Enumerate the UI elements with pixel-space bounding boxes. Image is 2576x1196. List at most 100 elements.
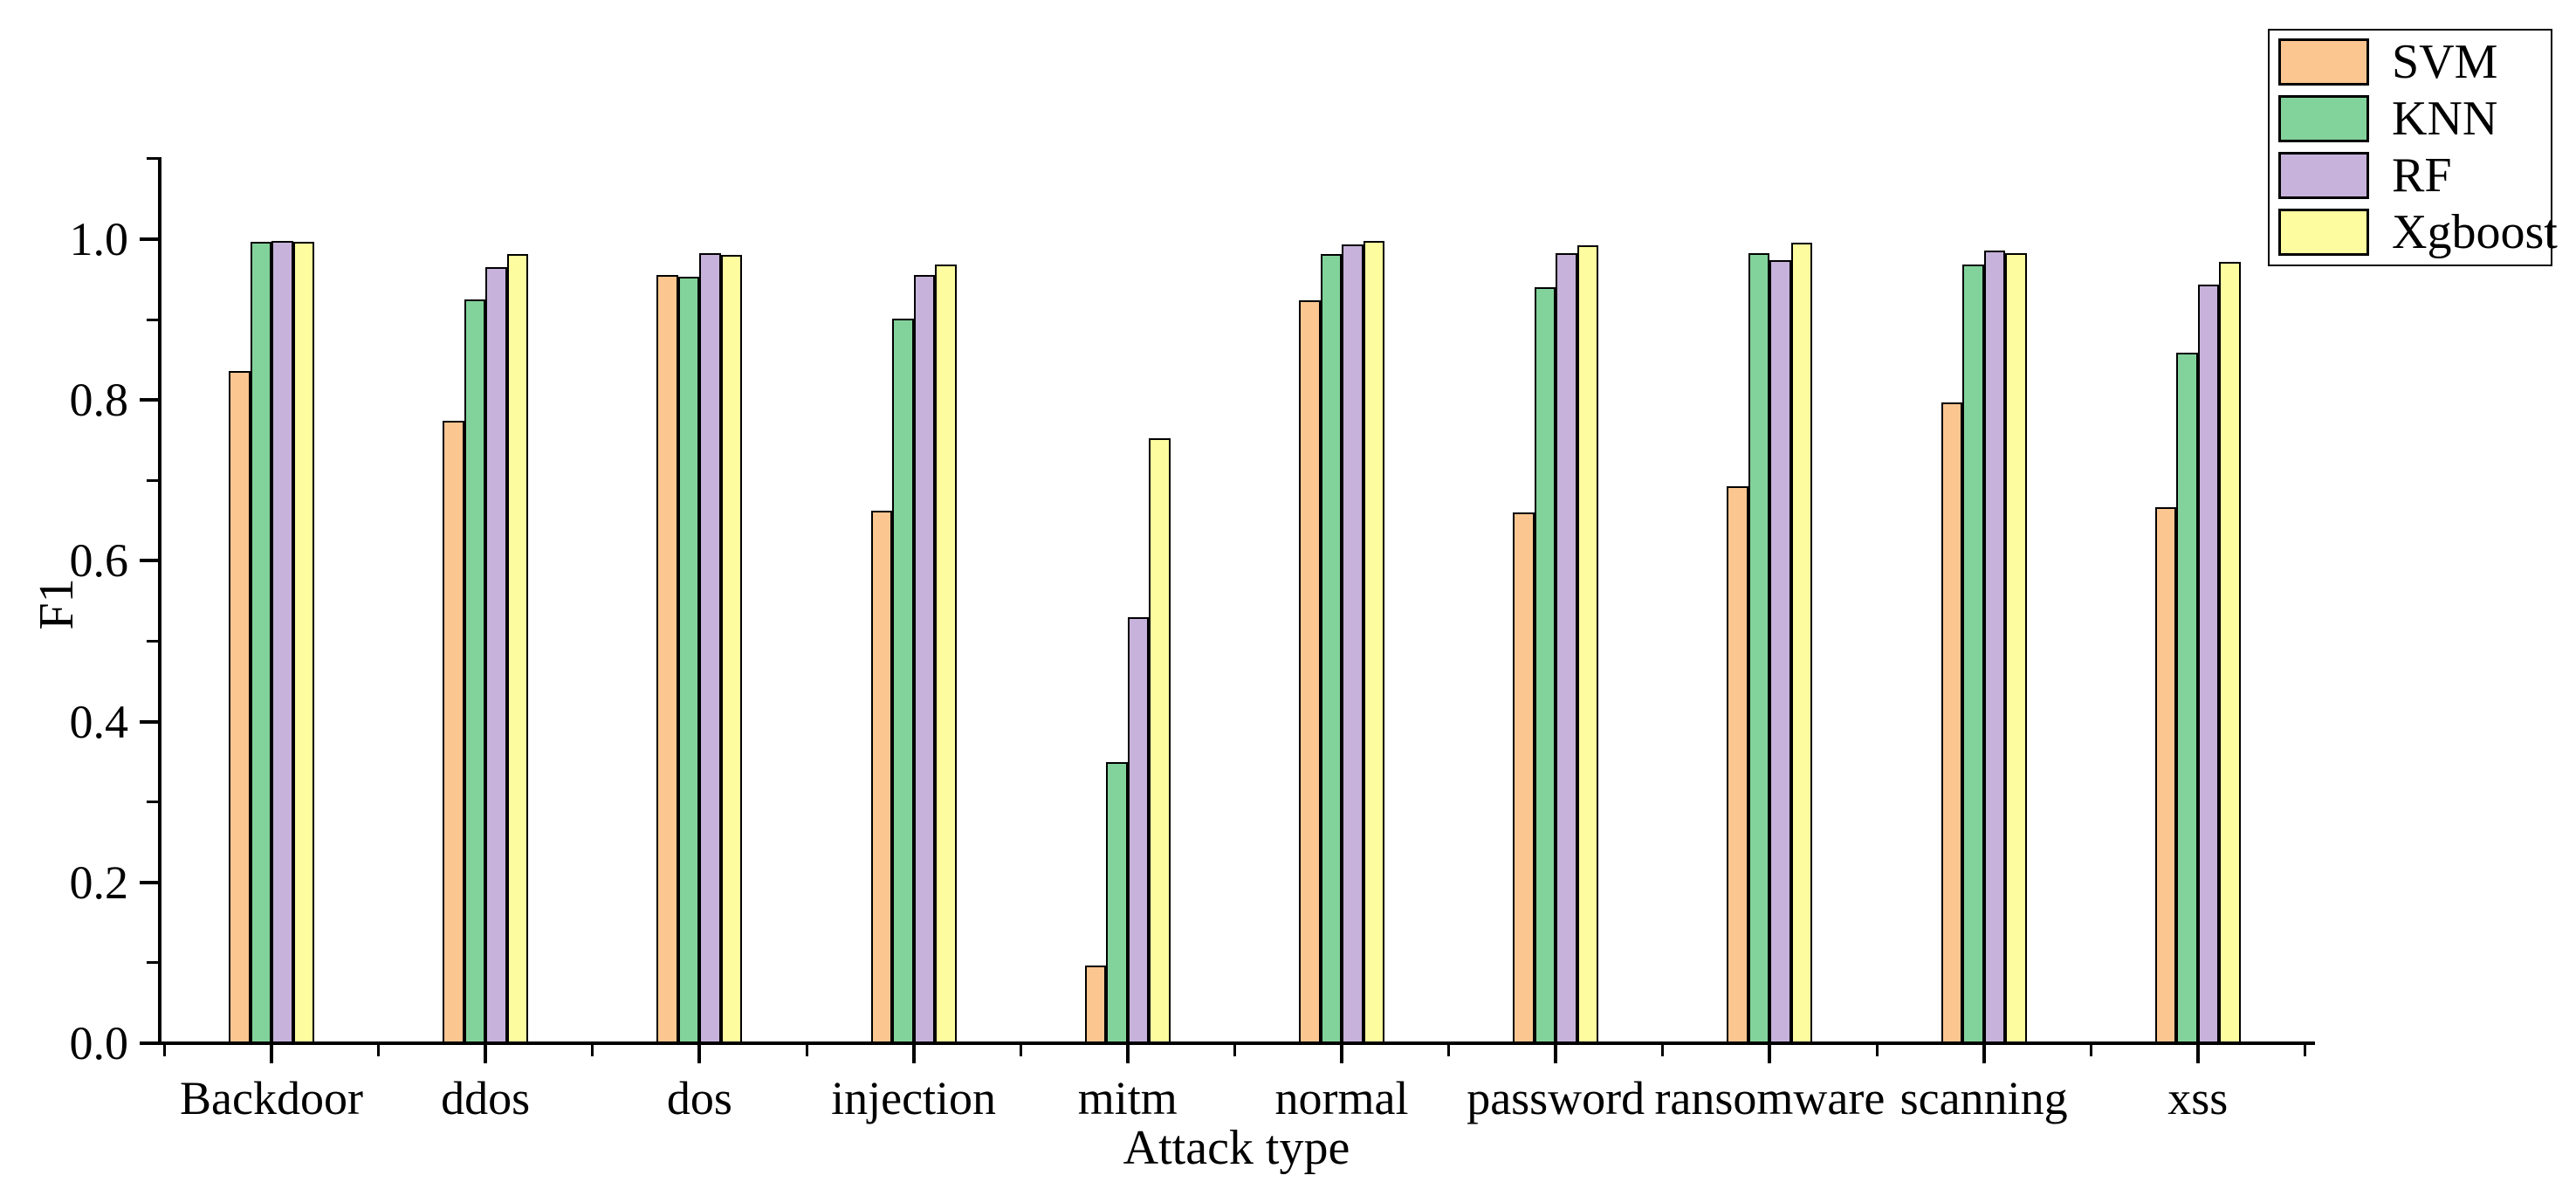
y-tick-label: 1.0 — [69, 213, 129, 265]
x-tick-label-xss: xss — [2167, 1072, 2229, 1124]
bar-Backdoor-RF — [271, 240, 293, 1043]
x-major-tick — [1125, 1045, 1130, 1063]
bar-scanning-KNN — [1962, 264, 1984, 1043]
bar-xss-KNN — [2176, 352, 2198, 1043]
x-tick-label-Backdoor: Backdoor — [180, 1072, 363, 1124]
bar-dos-KNN — [677, 277, 700, 1043]
x-minor-tick — [1233, 1045, 1236, 1056]
y-major-tick — [140, 880, 158, 884]
y-minor-tick — [147, 640, 158, 643]
bar-Backdoor-KNN — [250, 241, 271, 1043]
legend-label-KNN: KNN — [2392, 92, 2498, 146]
x-major-tick — [270, 1045, 273, 1063]
bar-Backdoor-Xgboost — [292, 241, 314, 1043]
y-tick-label: 0.2 — [69, 856, 129, 909]
bar-normal-RF — [1342, 244, 1364, 1043]
x-tick-label-mitm: mitm — [1077, 1072, 1178, 1124]
legend-swatch-Xgboost — [2278, 209, 2369, 256]
x-tick-label-password: password — [1467, 1072, 1645, 1124]
bar-mitm-RF — [1127, 616, 1150, 1043]
legend-row-SVM: SVM — [2278, 38, 2497, 86]
x-major-tick — [1554, 1045, 1558, 1063]
bar-dos-Xgboost — [720, 255, 743, 1043]
bar-ransomware-SVM — [1727, 485, 1748, 1043]
bar-ddos-KNN — [464, 299, 486, 1043]
bar-ddos-Xgboost — [506, 253, 529, 1043]
legend-swatch-SVM — [2278, 38, 2369, 86]
y-major-tick — [140, 1041, 158, 1045]
bar-xss-SVM — [2154, 506, 2177, 1043]
bar-Backdoor-SVM — [229, 371, 251, 1043]
x-tick-label-injection: injection — [831, 1072, 997, 1124]
y-minor-tick — [147, 318, 158, 321]
bar-ddos-RF — [485, 267, 507, 1043]
x-major-tick — [1768, 1045, 1772, 1063]
x-major-tick — [1340, 1045, 1343, 1063]
x-major-tick — [697, 1045, 702, 1063]
x-tick-label-ddos: ddos — [441, 1072, 531, 1124]
x-tick-label-normal: normal — [1274, 1072, 1409, 1124]
bar-normal-KNN — [1320, 254, 1342, 1043]
legend-row-Xgboost: Xgboost — [2278, 208, 2558, 257]
bar-xss-RF — [2197, 285, 2220, 1043]
x-tick-label-scanning: scanning — [1899, 1072, 2068, 1124]
bar-password-Xgboost — [1577, 245, 1599, 1043]
bar-injection-KNN — [892, 319, 914, 1043]
y-tick-label: 0.0 — [69, 1017, 129, 1069]
bar-mitm-SVM — [1084, 965, 1107, 1043]
y-minor-tick — [147, 801, 158, 804]
y-axis-spine — [158, 157, 161, 1045]
legend-swatch-RF — [2278, 152, 2369, 199]
y-minor-tick — [147, 961, 158, 965]
y-major-tick — [140, 398, 158, 402]
x-axis-title: Attack type — [1123, 1121, 1350, 1175]
bar-injection-SVM — [870, 511, 893, 1043]
bar-ransomware-Xgboost — [1790, 242, 1813, 1043]
bar-normal-SVM — [1299, 299, 1321, 1043]
x-minor-tick — [2089, 1045, 2092, 1056]
x-minor-tick — [1019, 1045, 1022, 1056]
y-tick-label: 0.8 — [69, 374, 129, 427]
y-tick-label: 0.4 — [69, 695, 129, 748]
bar-password-SVM — [1513, 512, 1535, 1043]
bar-scanning-RF — [1983, 250, 2006, 1043]
bar-mitm-Xgboost — [1149, 438, 1171, 1043]
x-minor-tick — [1875, 1045, 1879, 1056]
bar-injection-RF — [913, 275, 936, 1043]
legend-row-RF: RF — [2278, 151, 2452, 200]
y-minor-tick — [147, 157, 158, 161]
x-minor-tick — [162, 1045, 166, 1056]
legend: SVM KNN RF Xgboost — [2268, 29, 2558, 266]
x-axis-spine — [158, 1041, 2315, 1045]
x-minor-tick — [377, 1045, 381, 1056]
x-major-tick — [484, 1045, 488, 1063]
x-tick-label-dos: dos — [666, 1072, 732, 1124]
x-major-tick — [911, 1045, 916, 1063]
bar-password-RF — [1556, 252, 1577, 1043]
x-minor-tick — [1661, 1045, 1665, 1056]
legend-label-RF: RF — [2392, 148, 2452, 203]
bar-dos-RF — [699, 252, 721, 1043]
y-minor-tick — [147, 478, 158, 482]
y-major-tick — [140, 719, 158, 724]
y-major-tick — [140, 237, 158, 241]
bar-scanning-SVM — [1941, 402, 1963, 1043]
x-major-tick — [2195, 1045, 2200, 1063]
y-tick-label: 0.6 — [69, 534, 129, 588]
x-minor-tick — [2303, 1045, 2306, 1056]
bar-scanning-Xgboost — [2005, 252, 2027, 1043]
bar-ransomware-RF — [1769, 259, 1791, 1043]
x-major-tick — [1982, 1045, 1986, 1063]
legend-label-Xgboost: Xgboost — [2392, 205, 2558, 259]
x-minor-tick — [591, 1045, 594, 1056]
bar-ddos-SVM — [443, 421, 464, 1043]
bar-dos-SVM — [656, 275, 678, 1043]
bar-ransomware-KNN — [1748, 252, 1770, 1043]
x-tick-label-ransomware: ransomware — [1654, 1072, 1886, 1124]
y-major-tick — [140, 559, 158, 563]
legend-row-KNN: KNN — [2278, 94, 2497, 143]
bar-mitm-KNN — [1106, 761, 1128, 1043]
y-axis-title: F1 — [30, 577, 84, 630]
bar-password-KNN — [1534, 287, 1556, 1043]
